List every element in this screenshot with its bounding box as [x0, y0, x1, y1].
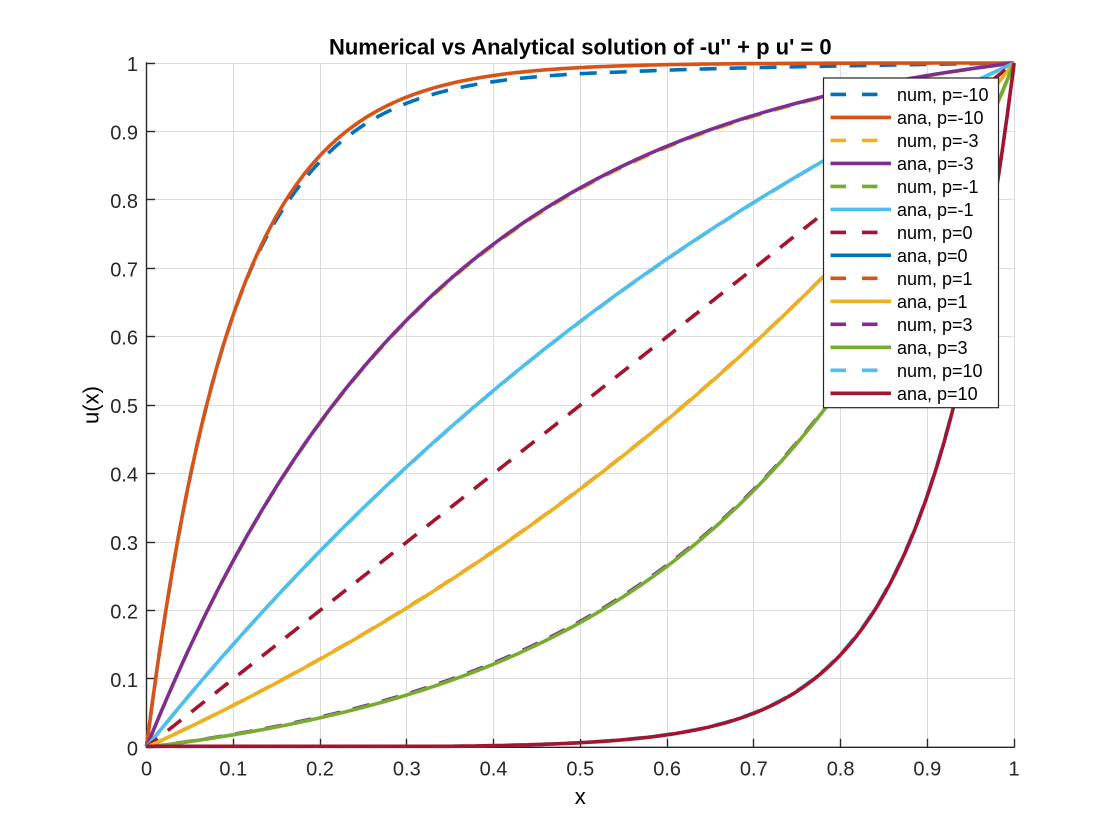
- svg-text:ana, p=-10: ana, p=-10: [897, 108, 984, 128]
- svg-text:0.6: 0.6: [653, 759, 681, 781]
- svg-text:ana, p=-3: ana, p=-3: [897, 154, 974, 174]
- svg-text:num, p=-3: num, p=-3: [897, 131, 979, 151]
- svg-text:0.9: 0.9: [913, 759, 941, 781]
- svg-text:num, p=10: num, p=10: [897, 361, 983, 381]
- svg-text:0: 0: [141, 759, 152, 781]
- svg-text:0.9: 0.9: [110, 122, 138, 144]
- svg-text:ana, p=1: ana, p=1: [897, 292, 968, 312]
- svg-text:ana, p=10: ana, p=10: [897, 384, 978, 404]
- svg-text:0.6: 0.6: [110, 328, 138, 350]
- svg-text:num, p=-10: num, p=-10: [897, 85, 989, 105]
- svg-text:num, p=-1: num, p=-1: [897, 177, 979, 197]
- svg-text:x: x: [575, 784, 586, 809]
- svg-text:0.2: 0.2: [306, 759, 334, 781]
- svg-text:0.2: 0.2: [110, 601, 138, 623]
- svg-text:0.4: 0.4: [110, 465, 138, 487]
- svg-text:0.8: 0.8: [110, 191, 138, 213]
- svg-text:0: 0: [127, 738, 138, 760]
- svg-text:0.7: 0.7: [740, 759, 768, 781]
- svg-text:0.1: 0.1: [219, 759, 247, 781]
- svg-text:0.3: 0.3: [110, 533, 138, 555]
- svg-text:0.3: 0.3: [393, 759, 421, 781]
- svg-text:num, p=3: num, p=3: [897, 315, 973, 335]
- svg-text:1: 1: [127, 54, 138, 76]
- svg-text:1: 1: [1009, 759, 1020, 781]
- svg-text:0.8: 0.8: [827, 759, 855, 781]
- svg-text:ana, p=-1: ana, p=-1: [897, 200, 974, 220]
- svg-text:num, p=0: num, p=0: [897, 223, 973, 243]
- svg-text:Numerical vs Analytical soluti: Numerical vs Analytical solution of -u''…: [329, 35, 832, 60]
- svg-text:0.4: 0.4: [480, 759, 508, 781]
- svg-text:num, p=1: num, p=1: [897, 269, 973, 289]
- svg-text:ana, p=0: ana, p=0: [897, 246, 968, 266]
- svg-text:0.1: 0.1: [110, 670, 138, 692]
- svg-text:ana, p=3: ana, p=3: [897, 338, 968, 358]
- svg-text:0.7: 0.7: [110, 259, 138, 281]
- svg-text:0.5: 0.5: [566, 759, 594, 781]
- svg-text:0.5: 0.5: [110, 396, 138, 418]
- svg-text:u(x): u(x): [79, 386, 104, 424]
